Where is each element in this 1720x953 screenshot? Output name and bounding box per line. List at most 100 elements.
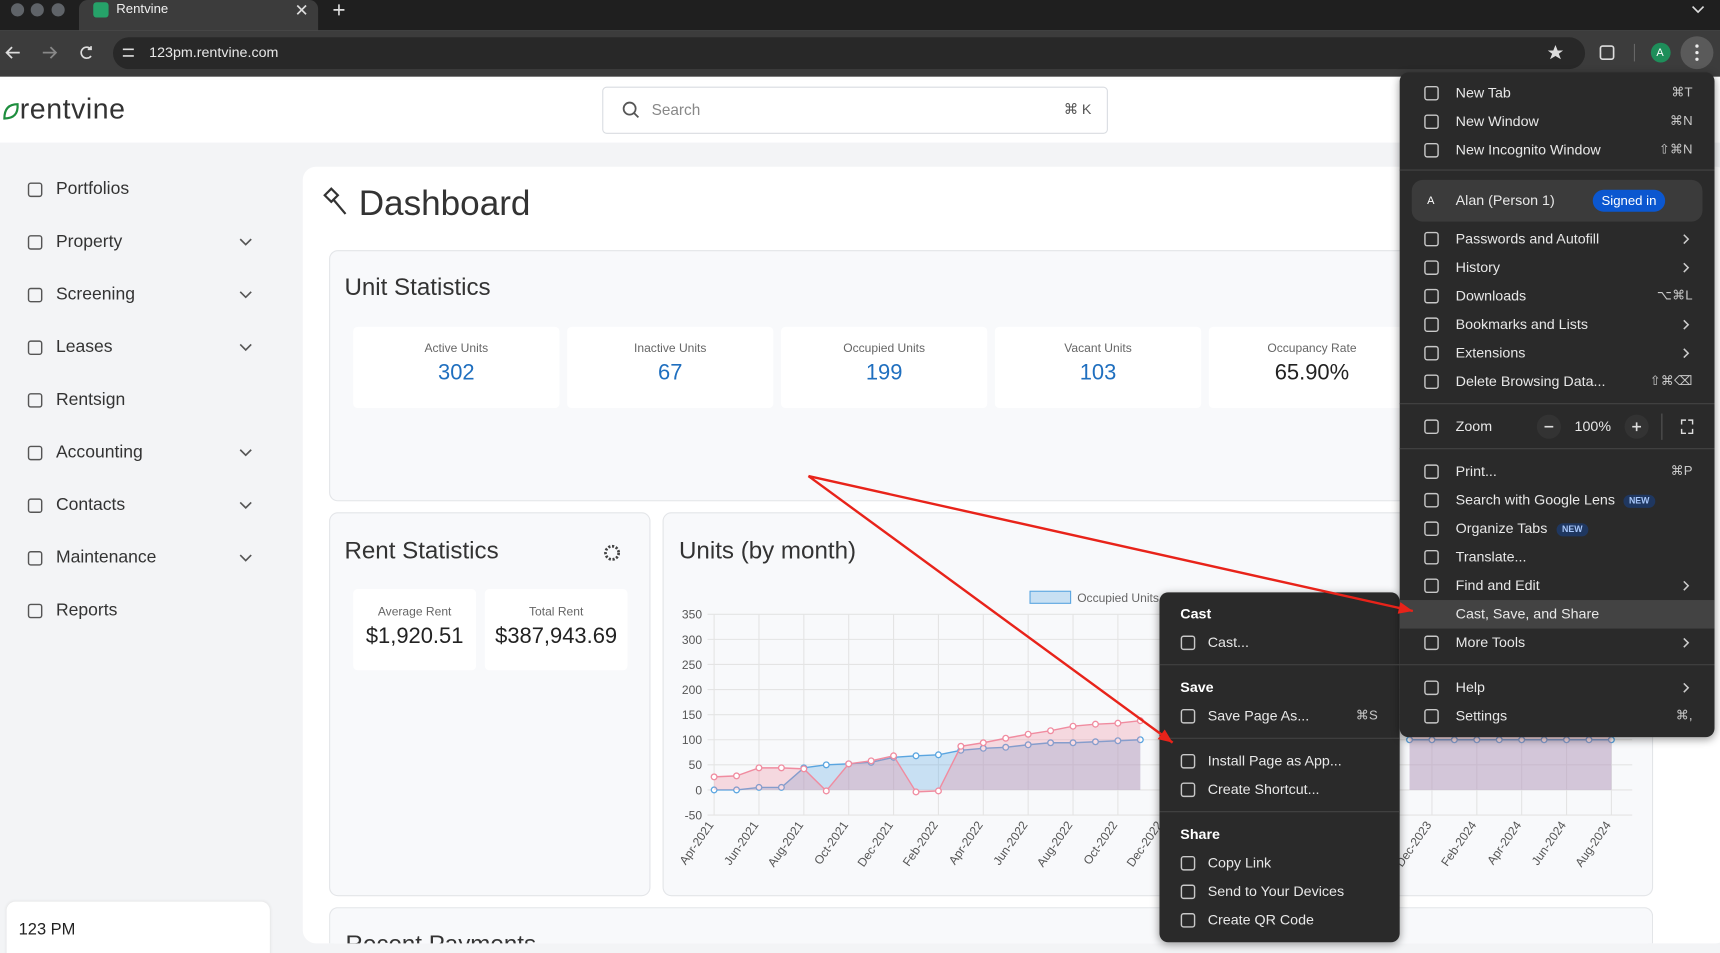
menu-item[interactable]: Print... <box>1455 462 1497 479</box>
nav-item[interactable]: Maintenance <box>55 548 157 567</box>
company-box <box>6 901 270 953</box>
logo: rentvine <box>19 92 126 126</box>
stat-value: $387,943.69 <box>495 624 618 649</box>
menu-item[interactable]: New Tab <box>1455 83 1511 101</box>
icon <box>27 287 43 303</box>
menu-item[interactable]: New Window <box>1455 112 1539 129</box>
stat-value[interactable]: 302 <box>438 360 475 386</box>
active-tab[interactable] <box>78 0 319 31</box>
icon <box>27 603 43 619</box>
icon <box>27 235 43 250</box>
profile-initial: A <box>1656 46 1664 59</box>
menu-shortcut: ⇧⌘N <box>1658 141 1693 158</box>
menu-item[interactable]: Send to Your Devices <box>1207 882 1345 899</box>
tab-title: Rentvine <box>116 1 169 17</box>
nav-chevron <box>239 343 252 352</box>
company-name: 123 PM <box>18 920 76 940</box>
panel: Recent Payments <box>329 907 1654 944</box>
menu-item[interactable]: Find and Edit <box>1455 576 1540 593</box>
panel-title: Unit Statistics <box>344 272 491 301</box>
menu-item[interactable]: Bookmarks and Lists <box>1455 315 1589 332</box>
menu-item[interactable]: Extensions <box>1455 343 1526 361</box>
stat-label: Vacant Units <box>1064 342 1132 356</box>
menu-item[interactable]: Install Page as App... <box>1207 752 1342 769</box>
stat-value[interactable]: 199 <box>865 360 903 386</box>
page-title: Dashboard <box>358 183 531 223</box>
nav-chevron <box>239 501 252 510</box>
signed-in-badge: Signed in <box>1592 189 1666 212</box>
menu-item[interactable]: New Incognito Window <box>1455 141 1601 158</box>
menu-item[interactable]: Copy Link <box>1207 854 1272 871</box>
stat-label: Average Rent <box>377 605 452 619</box>
nav-item[interactable]: Leases <box>55 337 113 357</box>
menu-item[interactable]: Translate... <box>1455 547 1527 565</box>
menu-shortcut: ⌘P <box>1670 463 1693 479</box>
menu-item[interactable]: Downloads <box>1455 286 1527 304</box>
menu-section-title: Share <box>1180 825 1220 842</box>
stat-value: 65.90% <box>1274 360 1350 386</box>
nav-item[interactable]: Reports <box>55 600 118 620</box>
menu-item[interactable]: Organize Tabs <box>1455 519 1548 536</box>
menu-item[interactable]: Search with Google Lens <box>1455 490 1615 508</box>
menu-shortcut: ⇧⌘⌫ <box>1649 373 1693 389</box>
menu-item[interactable]: Create QR Code <box>1207 911 1314 928</box>
profile-name: Alan (Person 1) <box>1455 191 1555 208</box>
nav-item[interactable]: Property <box>55 232 123 251</box>
menu-item[interactable]: Settings <box>1455 707 1508 724</box>
nav-item[interactable]: Screening <box>55 284 135 304</box>
search-shortcut: ⌘ K <box>1063 100 1092 117</box>
menu-item[interactable]: Cast, Save, and Share <box>1455 605 1600 622</box>
stat-card <box>567 326 774 409</box>
nav-item[interactable]: Accounting <box>55 442 143 462</box>
menu-shortcut: ⌘S <box>1355 707 1378 724</box>
stat-value[interactable]: 103 <box>1079 360 1117 386</box>
search-box[interactable] <box>602 86 1108 134</box>
search-placeholder: Search <box>651 100 701 119</box>
nav-item[interactable]: Contacts <box>55 495 126 515</box>
browser-menu <box>1399 72 1715 738</box>
menu-section-title: Cast <box>1180 605 1212 622</box>
stat-card <box>994 326 1202 409</box>
nav-chevron <box>239 449 252 457</box>
panel-title: Units (by month) <box>679 536 857 564</box>
icon <box>27 551 43 566</box>
stat-label: Occupancy Rate <box>1267 342 1357 356</box>
url: 123pm.rentvine.com <box>149 43 279 60</box>
menu-item[interactable]: Save Page As... <box>1207 707 1310 724</box>
menu-item[interactable]: More Tools <box>1455 633 1526 650</box>
stat-label: Occupied Units <box>843 342 926 356</box>
menu-item[interactable]: Passwords and Autofill <box>1455 229 1600 247</box>
icon <box>27 182 43 198</box>
menu-item[interactable]: Delete Browsing Data... <box>1455 372 1606 389</box>
menu-item[interactable]: Help <box>1455 678 1485 695</box>
menu-item[interactable]: Create Shortcut... <box>1207 780 1320 797</box>
menu-shortcut: ⌘, <box>1675 707 1693 724</box>
stat-label: Active Units <box>424 342 489 356</box>
stat-value[interactable]: 67 <box>658 360 683 386</box>
nav-item[interactable]: Portfolios <box>55 179 130 199</box>
stat-card <box>484 589 628 671</box>
menu-shortcut: ⌘N <box>1669 113 1693 129</box>
nav-chevron <box>239 238 252 246</box>
stat-card <box>353 326 560 409</box>
address-bar[interactable] <box>112 37 1586 70</box>
menu-item[interactable]: History <box>1455 258 1501 275</box>
stat-card <box>781 326 988 409</box>
nav-item[interactable]: Rentsign <box>55 390 126 409</box>
nav-chevron <box>239 554 252 562</box>
menu-shortcut: ⌥⌘L <box>1656 287 1693 303</box>
menu-section-title: Save <box>1180 678 1214 695</box>
cast-submenu <box>1159 592 1400 943</box>
stat-card <box>353 589 477 671</box>
stat-value: $1,920.51 <box>365 624 464 649</box>
menu-item[interactable]: Cast... <box>1207 633 1249 650</box>
panel-title: Rent Statistics <box>344 536 499 564</box>
profile-initial: A <box>1427 194 1435 207</box>
zoom-value: 100% <box>1574 417 1611 435</box>
nav-chevron <box>239 291 252 299</box>
new-badge: NEW <box>1556 523 1589 537</box>
stat-label: Inactive Units <box>634 342 707 356</box>
icon <box>27 340 43 356</box>
new-badge: NEW <box>1623 494 1655 509</box>
